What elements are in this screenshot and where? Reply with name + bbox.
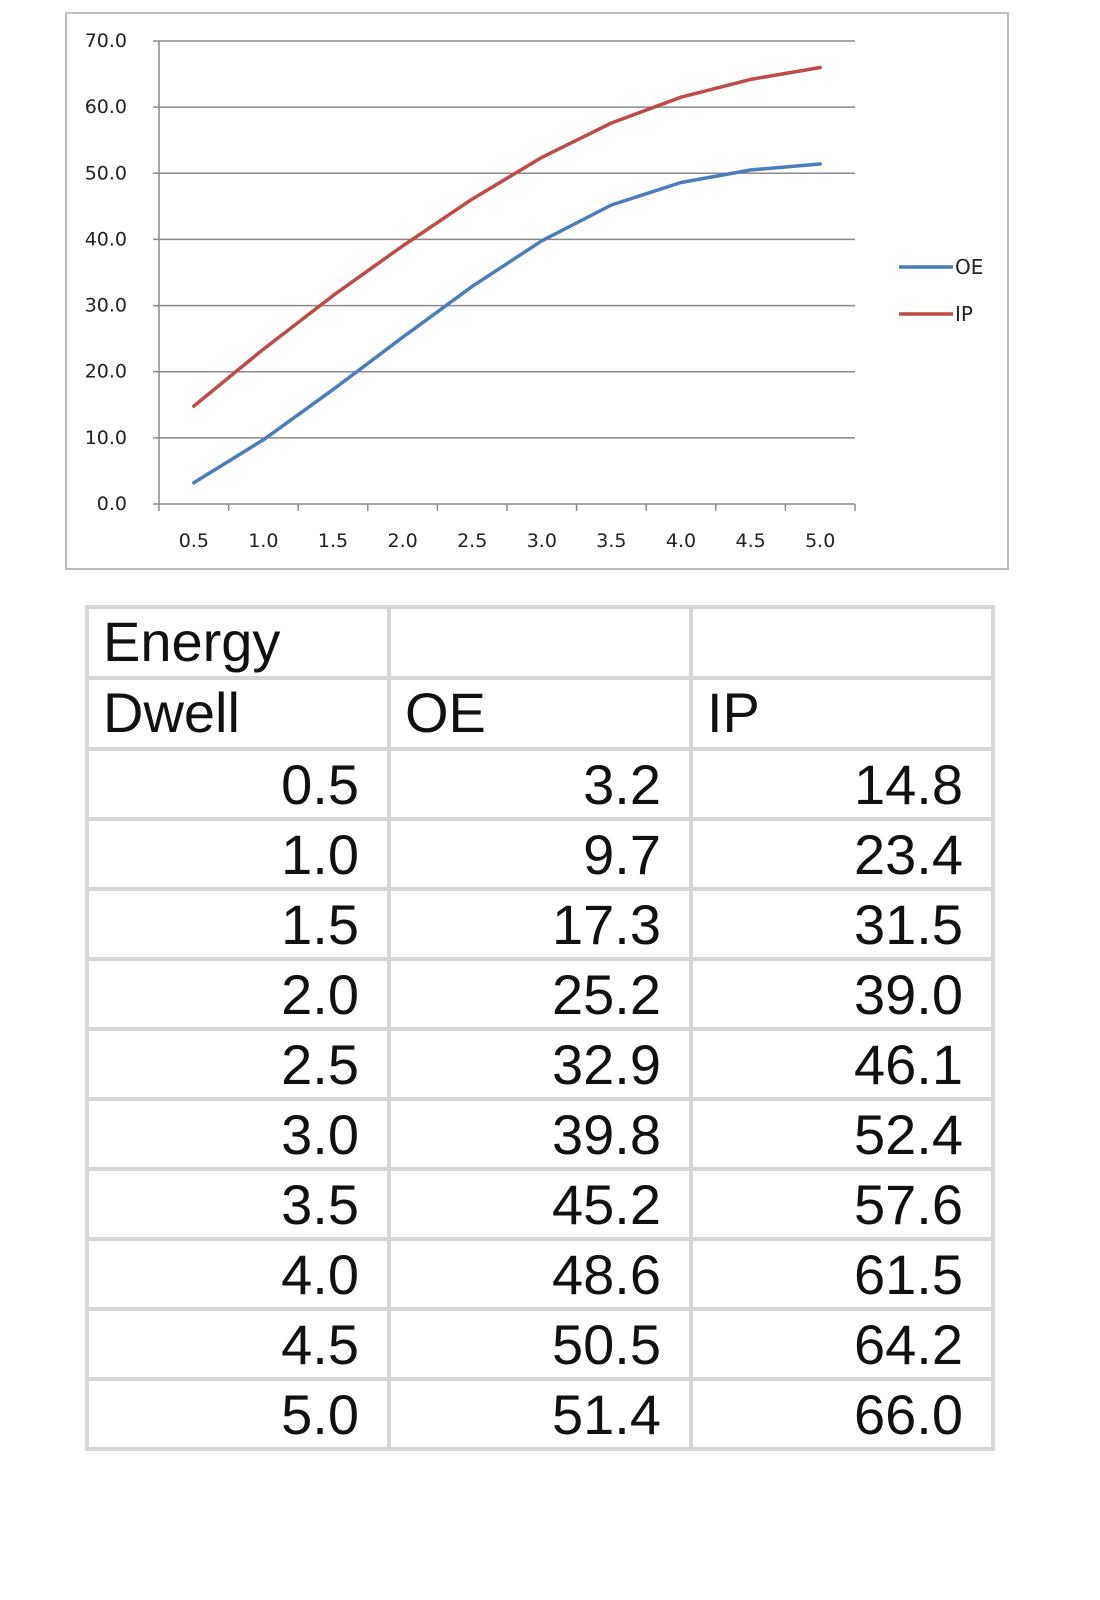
table-cell: Energy [85,605,391,680]
x-tick-label: 0.5 [179,530,209,552]
table-row: 0.5 3.2 14.8 [85,747,995,821]
table-cell: 25.2 [387,957,693,1031]
table-cell: 2.0 [85,957,391,1031]
table-cell: 2.5 [85,1027,391,1101]
table-header-row: Dwell OE IP [85,676,995,751]
table-row: 2.5 32.9 46.1 [85,1027,995,1101]
table-row: 4.0 48.6 61.5 [85,1237,995,1311]
legend-label-oe: OE [955,255,983,279]
table-cell: 64.2 [689,1307,995,1381]
table-cell: 39.8 [387,1097,693,1171]
x-tick-label: 2.5 [457,530,487,552]
table-row: 1.0 9.7 23.4 [85,817,995,891]
chart-panel: 0.0 10.0 20.0 30.0 40.0 50.0 60.0 70.0 0.5 1.0 1.5… [65,12,1009,570]
table-row: 1.5 17.3 31.5 [85,887,995,961]
table-cell: 66.0 [689,1377,995,1451]
table-row: 3.5 45.2 57.6 [85,1167,995,1241]
table-cell: 57.6 [689,1167,995,1241]
table-cell: 4.5 [85,1307,391,1381]
y-tick-label: 20.0 [85,361,127,383]
y-tick-label: 0.0 [97,493,127,515]
series-line-oe [192,162,822,485]
table-cell: 31.5 [689,887,995,961]
table-cell: OE [387,676,693,751]
table-cell: 1.5 [85,887,391,961]
x-tick-label: 1.0 [248,530,278,552]
x-tick-label: 2.0 [387,530,417,552]
table-cell [689,605,995,680]
y-tick-label: 60.0 [85,96,127,118]
table-cell: 61.5 [689,1237,995,1311]
table-row: 2.0 25.2 39.0 [85,957,995,1031]
x-tick-label: 1.5 [318,530,348,552]
line-chart: 0.0 10.0 20.0 30.0 40.0 50.0 60.0 70.0 0.5 1.0 1.5… [85,30,984,552]
y-tick-label: 50.0 [85,162,127,184]
table-cell: 32.9 [387,1027,693,1101]
table-cell: 51.4 [387,1377,693,1451]
table-cell: 46.1 [689,1027,995,1101]
y-tick-label: 40.0 [85,228,127,250]
table-row: 4.5 50.5 64.2 [85,1307,995,1381]
table-cell: 3.0 [85,1097,391,1171]
table-row: 3.0 39.8 52.4 [85,1097,995,1171]
table-cell: 50.5 [387,1307,693,1381]
x-tick-label: 5.0 [805,530,835,552]
x-tick-label: 3.0 [527,530,557,552]
table-cell: 5.0 [85,1377,391,1451]
x-tick-label: 4.5 [735,530,765,552]
table-cell: 3.5 [85,1167,391,1241]
x-tick-label: 3.5 [596,530,626,552]
table-cell [387,605,693,680]
table-cell: 1.0 [85,817,391,891]
series-line-ip [192,65,822,408]
y-tick-label: 10.0 [85,427,127,449]
y-tick-label: 30.0 [85,295,127,317]
x-tick-label: 4.0 [666,530,696,552]
table-cell: Dwell [85,676,391,751]
table-cell: 3.2 [387,747,693,821]
table-row: 5.0 51.4 66.0 [85,1377,995,1451]
table-cell: 23.4 [689,817,995,891]
table-cell: 4.0 [85,1237,391,1311]
table-cell: IP [689,676,995,751]
y-tick-label: 70.0 [85,30,127,52]
legend-label-ip: IP [955,302,973,326]
table-cell: 9.7 [387,817,693,891]
table-cell: 0.5 [85,747,391,821]
table-cell: 17.3 [387,887,693,961]
table-header-row: Energy [85,605,995,680]
table-cell: 45.2 [387,1167,693,1241]
table-cell: 39.0 [689,957,995,1031]
table-cell: 14.8 [689,747,995,821]
table-cell: 48.6 [387,1237,693,1311]
table-cell: 52.4 [689,1097,995,1171]
data-table: Energy Dwell OE IP 0.5 3.2 14.8 1.0 9.7 23.4 1.5 17… [85,605,995,1451]
